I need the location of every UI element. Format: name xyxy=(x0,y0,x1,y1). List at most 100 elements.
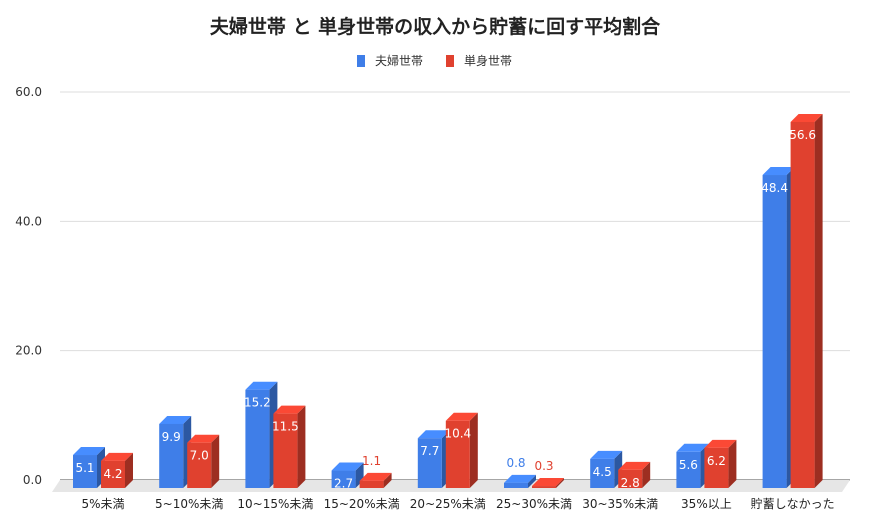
bar-side xyxy=(642,461,651,488)
legend-label-couple: 夫婦世帯 xyxy=(375,53,423,68)
bar-top xyxy=(417,430,450,439)
bar-top xyxy=(532,478,564,487)
x-tick-label: 貯蓄しなかった xyxy=(751,497,835,511)
x-tick-label: 25~30%未満 xyxy=(496,497,572,511)
data-label: 0.8 xyxy=(506,456,525,470)
bar-top xyxy=(159,415,192,424)
bar-front xyxy=(790,121,815,488)
data-label: 6.2 xyxy=(707,454,726,468)
bar: 5.1 xyxy=(73,447,105,488)
bar-front xyxy=(704,447,729,488)
bar-top xyxy=(590,450,623,459)
data-label: 7.7 xyxy=(420,444,439,458)
bar: 2.7 xyxy=(331,462,364,491)
bar: 11.5 xyxy=(272,405,306,488)
data-label: 2.8 xyxy=(621,476,640,490)
x-tick-label: 5~10%未満 xyxy=(155,497,223,511)
data-label: 11.5 xyxy=(272,420,299,434)
x-tick-label: 5%未満 xyxy=(81,497,124,511)
bar-top xyxy=(101,452,133,461)
bar-top xyxy=(187,434,220,443)
bar: 4.2 xyxy=(101,452,133,488)
bar-side xyxy=(297,405,306,488)
bar-front xyxy=(159,423,184,488)
data-label: 1.1 xyxy=(362,454,381,468)
bar: 7.0 xyxy=(187,434,220,488)
chart-title: 夫婦世帯 と 単身世帯の収入から貯蓄に回す平均割合 xyxy=(210,15,661,38)
bar-front xyxy=(618,469,643,488)
x-tick-label: 10~15%未満 xyxy=(237,497,313,511)
bar: 0.3 xyxy=(532,459,564,488)
bar-side xyxy=(814,113,823,488)
bar-front xyxy=(445,420,470,488)
bar-top xyxy=(676,443,709,452)
bar-top xyxy=(504,474,536,483)
bar-top xyxy=(245,381,278,390)
bar-front xyxy=(676,451,701,488)
x-tick-label: 15~20%未満 xyxy=(324,497,400,511)
data-label: 4.5 xyxy=(593,465,612,479)
bar-top xyxy=(359,472,392,481)
legend-label-single: 単身世帯 xyxy=(464,53,512,68)
bar-top xyxy=(704,439,737,448)
legend: 夫婦世帯 単身世帯 xyxy=(357,53,512,68)
bar-side xyxy=(125,452,133,488)
bar-top xyxy=(445,412,478,421)
data-label: 2.7 xyxy=(334,477,353,491)
bar: 5.6 xyxy=(676,443,709,488)
bar: 2.8 xyxy=(618,461,651,490)
bar: 4.5 xyxy=(590,450,623,488)
bar: 56.6 xyxy=(789,113,823,488)
bar-front xyxy=(273,413,298,488)
x-tick-label: 35%以上 xyxy=(681,497,732,511)
data-label: 5.1 xyxy=(75,461,94,475)
bar-top xyxy=(331,462,364,471)
bar-front xyxy=(504,482,528,488)
bar-side xyxy=(211,434,220,488)
bar: 9.9 xyxy=(159,415,192,488)
bar: 1.1 xyxy=(359,454,392,488)
bar-top xyxy=(618,461,651,470)
bar-top xyxy=(762,167,795,176)
bar-front xyxy=(73,455,97,488)
data-label: 56.6 xyxy=(789,128,816,142)
bar: 10.4 xyxy=(444,412,478,488)
data-label: 10.4 xyxy=(444,427,471,441)
bar-front xyxy=(331,470,356,488)
data-label: 15.2 xyxy=(244,396,271,410)
data-label: 48.4 xyxy=(761,181,788,195)
bar-top xyxy=(790,113,823,122)
y-tick-label: 40.0 xyxy=(15,214,42,228)
y-tick-label: 60.0 xyxy=(15,85,42,99)
x-tick-label: 30~35%未満 xyxy=(582,497,658,511)
bar-front xyxy=(762,175,787,488)
bar-top xyxy=(273,405,306,414)
bar-side xyxy=(528,474,536,488)
bar-front xyxy=(590,458,615,488)
y-tick-label: 20.0 xyxy=(15,344,42,358)
bar-front xyxy=(532,486,556,488)
data-label: 5.6 xyxy=(679,458,698,472)
bar-side xyxy=(383,472,392,488)
bar-side xyxy=(728,439,737,488)
bar-front xyxy=(101,460,125,488)
bar-front xyxy=(417,438,442,488)
legend-swatch-couple xyxy=(357,55,365,67)
bar-top xyxy=(73,447,105,456)
bar-front xyxy=(245,389,270,488)
bar: 15.2 xyxy=(244,381,278,488)
bar-side xyxy=(556,478,564,488)
data-label: 7.0 xyxy=(190,449,209,463)
legend-swatch-single xyxy=(446,55,454,67)
bar: 6.2 xyxy=(704,439,737,488)
bar-front xyxy=(359,480,384,488)
bar-front xyxy=(187,442,212,488)
bar: 0.8 xyxy=(504,456,536,488)
x-tick-label: 20~25%未満 xyxy=(410,497,486,511)
bar: 48.4 xyxy=(761,167,795,488)
data-label: 9.9 xyxy=(162,430,181,444)
data-label: 0.3 xyxy=(534,459,553,473)
y-tick-label: 0.0 xyxy=(23,473,42,487)
bar-side xyxy=(469,412,478,488)
